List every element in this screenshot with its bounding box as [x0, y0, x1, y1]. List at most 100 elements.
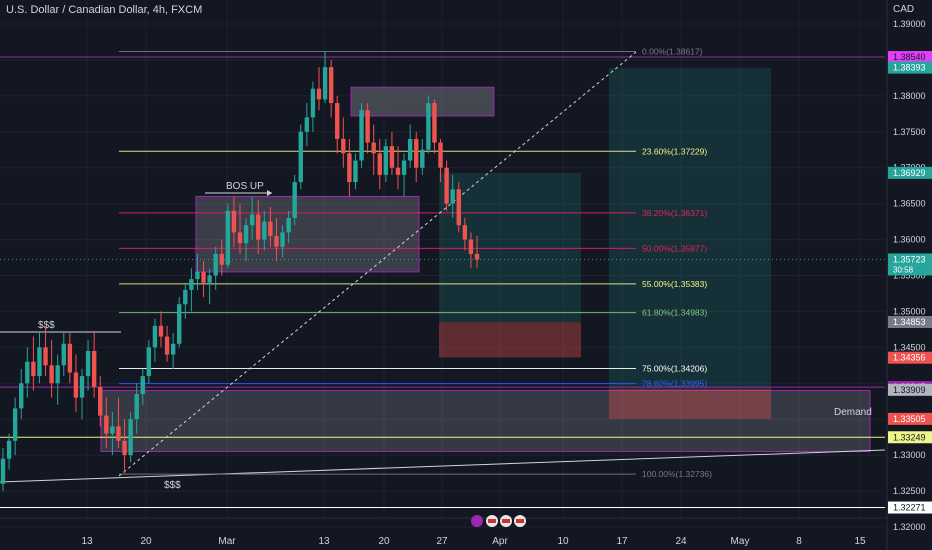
candle	[12, 397, 18, 456]
candle-body	[268, 221, 273, 236]
candle	[414, 131, 419, 183]
candle	[164, 325, 170, 362]
fib-label-3: 50.00%(1.35877)	[642, 243, 707, 253]
consolidation-zone	[195, 195, 420, 273]
candle-body	[91, 350, 97, 387]
candle-body	[19, 383, 24, 409]
y-tick-label-0: 1.39000	[893, 19, 926, 29]
candle	[6, 433, 12, 470]
candle	[474, 235, 480, 269]
candle	[280, 225, 285, 258]
candle	[79, 368, 85, 420]
position-target-box-1	[439, 172, 581, 323]
event-flag-stripe	[502, 519, 510, 523]
candle	[316, 67, 322, 111]
candle-body	[292, 182, 297, 219]
candle	[55, 354, 60, 405]
candle-body	[310, 88, 316, 118]
candle	[104, 397, 109, 448]
candle	[37, 332, 42, 384]
candle-body	[61, 343, 66, 366]
candle	[298, 124, 303, 190]
candle	[122, 419, 127, 474]
candle	[207, 268, 212, 305]
candle-body	[341, 138, 346, 154]
candle	[292, 174, 297, 226]
candle-body	[164, 336, 170, 355]
candle-body	[104, 415, 109, 434]
candle-body	[322, 67, 328, 100]
x-tick-label-8: 17	[616, 536, 628, 547]
candle	[225, 203, 231, 269]
candle-body	[432, 103, 437, 143]
chart-title: U.S. Dollar / Canadian Dollar, 4h, FXCM	[6, 4, 203, 16]
candle	[310, 81, 316, 132]
event-icons	[471, 515, 526, 527]
candle-body	[414, 138, 419, 168]
candle-body	[110, 426, 115, 434]
candle	[359, 103, 364, 168]
candle	[365, 103, 370, 154]
candle	[395, 146, 401, 190]
candle-body	[450, 189, 455, 204]
candle-body	[67, 343, 73, 373]
price-tag-bg	[888, 315, 932, 328]
candle-body	[225, 210, 231, 265]
demand-zone	[100, 389, 871, 453]
price-tag-value: 1.34356	[893, 353, 926, 363]
candle-body	[444, 167, 449, 204]
candle	[110, 412, 115, 456]
candle	[377, 138, 382, 190]
candle-body	[231, 210, 237, 233]
candle-body	[438, 142, 443, 168]
candle-body	[286, 218, 291, 233]
candle	[158, 311, 164, 348]
price-tag-8: 1.33505	[888, 412, 932, 425]
y-tick-label-11: 1.32500	[893, 486, 926, 496]
price-tag-value: 1.36929	[893, 168, 926, 178]
y-tick-label-5: 1.36000	[893, 235, 926, 245]
candle-body	[12, 408, 18, 441]
candle	[170, 332, 176, 369]
fib-label-5: 61.80%(1.34983)	[642, 308, 707, 318]
candle-body	[304, 117, 310, 132]
candle-body	[353, 160, 358, 183]
candle	[140, 368, 145, 405]
candle-body	[274, 235, 279, 247]
candle-body	[49, 365, 54, 384]
bos-label: BOS UP	[226, 181, 264, 192]
candles	[0, 52, 480, 492]
price-tag-0: 1.38540	[888, 51, 932, 64]
candle	[183, 282, 188, 319]
candle-body	[474, 253, 480, 260]
fib-label-7: 78.60%(1.33995)	[642, 379, 707, 389]
candle-body	[468, 239, 474, 254]
x-tick-label-0: 13	[81, 536, 93, 547]
price-tag-value: 1.35723	[893, 254, 926, 264]
candle	[322, 52, 328, 104]
liquidity-label-high: $$$	[38, 320, 55, 331]
candle-body	[146, 347, 152, 377]
event-flag-icon	[471, 515, 483, 527]
candle	[328, 59, 334, 118]
candle-body	[401, 160, 407, 175]
candle	[73, 354, 79, 413]
candle-body	[462, 225, 468, 240]
candle-body	[201, 271, 206, 283]
candle	[456, 182, 461, 233]
fib-label-0: 0.00%(1.38617)	[642, 47, 703, 57]
candle	[286, 210, 291, 244]
y-tick-label-12: 1.32000	[893, 522, 926, 532]
candle-body	[37, 347, 42, 377]
candle	[177, 297, 182, 348]
currency-label: CAD	[893, 4, 915, 15]
y-tick-label-6: 1.35500	[893, 271, 926, 281]
price-tag-bg	[888, 431, 932, 444]
candle	[146, 340, 152, 384]
price-tag-bg	[888, 51, 932, 64]
price-tag-4: 1.34853	[888, 315, 932, 328]
candle	[243, 218, 249, 262]
candle-body	[365, 110, 370, 143]
